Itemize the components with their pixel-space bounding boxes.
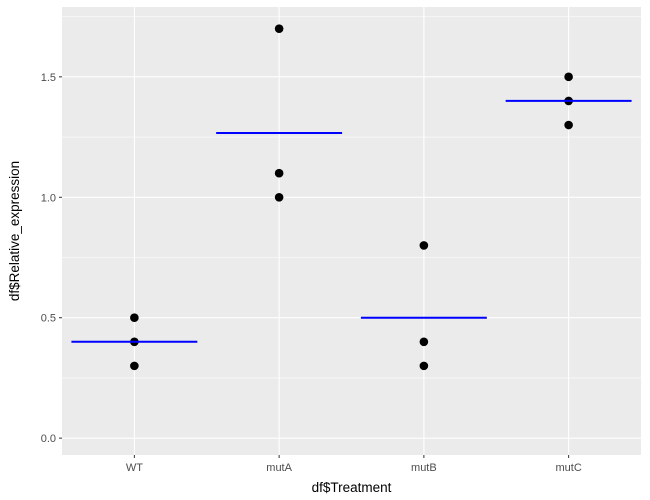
y-tick-label: 0.0: [41, 433, 56, 445]
y-tick-label: 0.5: [41, 313, 56, 325]
x-axis-ticks: WT mutA mutB mutC: [126, 455, 582, 474]
data-point: [274, 192, 284, 202]
data-point: [130, 313, 139, 323]
x-axis-title: df$Treatment: [312, 480, 392, 495]
data-point: [564, 72, 573, 82]
x-tick-label: WT: [126, 462, 143, 474]
data-point: [274, 24, 284, 33]
data-point: [419, 241, 429, 250]
data-point: [130, 361, 139, 371]
y-tick-label: 1.5: [41, 72, 56, 84]
data-point: [419, 361, 429, 371]
x-tick-label: mutA: [266, 462, 292, 474]
major-gridlines: [62, 7, 641, 455]
x-tick-label: mutC: [555, 462, 581, 474]
data-point: [274, 168, 284, 178]
mean-lines: [71, 99, 632, 343]
data-point: [564, 120, 573, 130]
y-axis-ticks: 0.0 0.5 1.0 1.5: [41, 72, 62, 445]
y-axis-title: df$Relative_expression: [7, 161, 22, 301]
y-tick-label: 1.0: [41, 192, 56, 204]
plot-panel: [62, 7, 641, 455]
data-point: [419, 337, 429, 347]
minor-gridlines: [62, 16, 641, 379]
x-tick-label: mutB: [411, 462, 437, 474]
